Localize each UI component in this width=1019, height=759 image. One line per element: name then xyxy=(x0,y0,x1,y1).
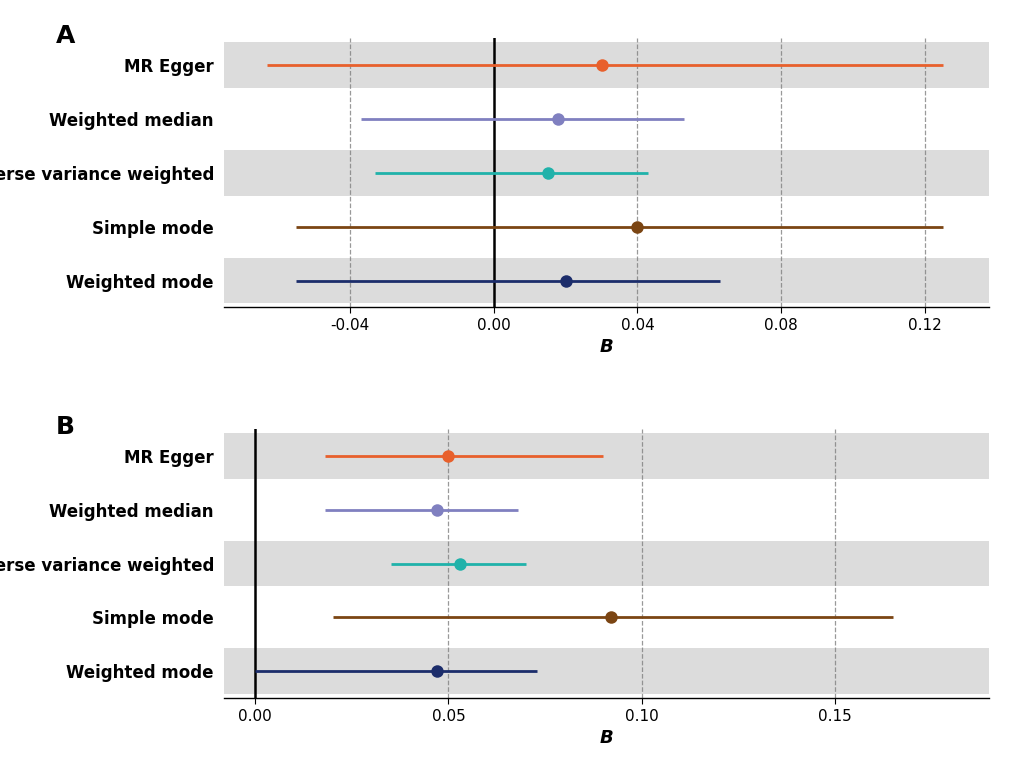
Bar xyxy=(224,540,988,587)
Bar xyxy=(224,648,988,694)
Bar xyxy=(224,433,988,479)
Bar xyxy=(224,42,988,88)
Bar xyxy=(224,150,988,196)
X-axis label: B: B xyxy=(599,729,613,748)
Bar xyxy=(224,257,988,304)
Text: B: B xyxy=(56,415,75,439)
Text: A: A xyxy=(56,24,75,49)
X-axis label: B: B xyxy=(599,339,613,357)
